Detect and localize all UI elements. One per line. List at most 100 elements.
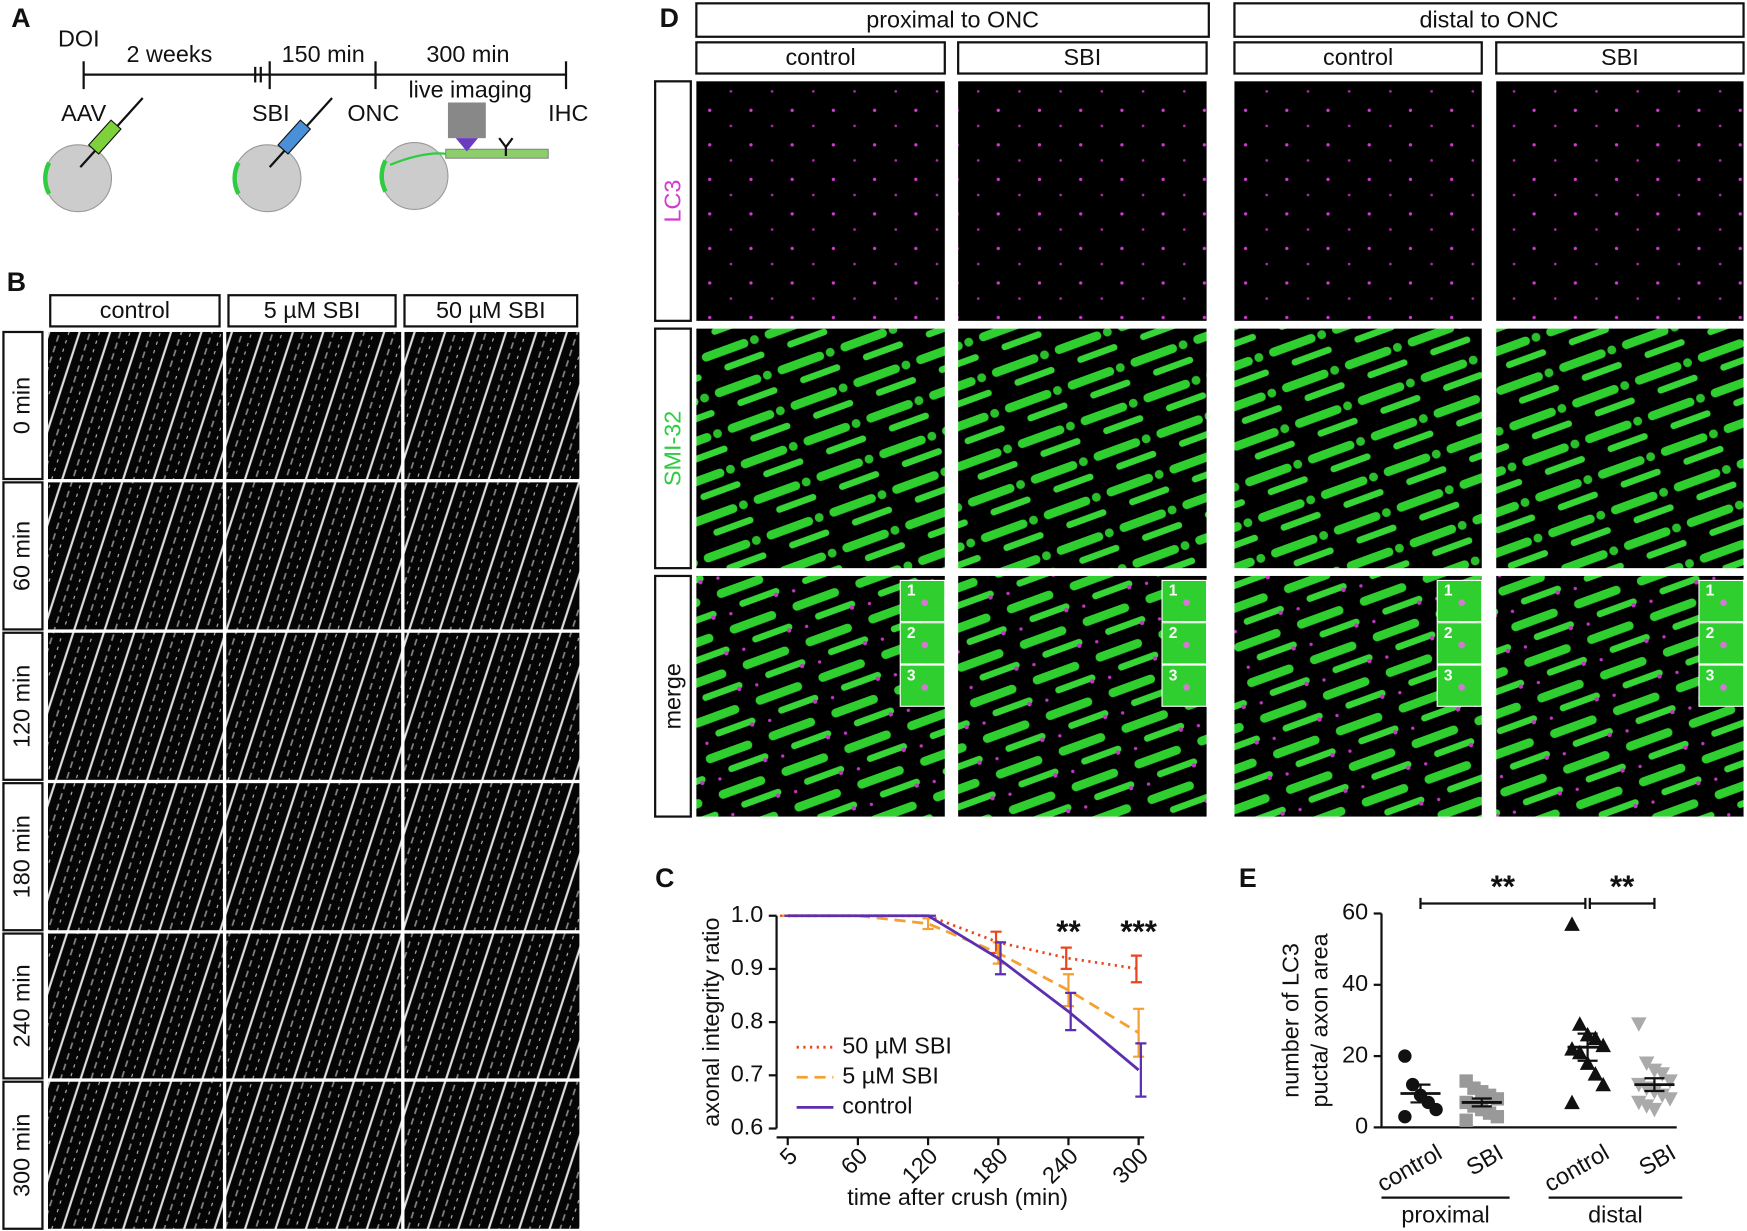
inset-label: 3 [1444, 667, 1453, 684]
point [1429, 1102, 1443, 1117]
significance: ** [1056, 914, 1081, 949]
significance-bracket [1588, 897, 1656, 910]
label-box [1233, 2, 1745, 38]
row-label: 240 min [9, 964, 35, 1047]
y-tick-label: 0.8 [731, 1007, 764, 1033]
inset-dot [1458, 599, 1466, 607]
timeline-label: 2 weeks [127, 41, 213, 67]
inset-label: 1 [907, 583, 916, 600]
inset-dot [921, 684, 929, 691]
label-box [227, 294, 397, 328]
micrograph [48, 933, 223, 1079]
micrograph [1496, 81, 1744, 321]
legend-label: 50 µM SBI [842, 1032, 952, 1058]
label-box [957, 41, 1208, 75]
inset [1436, 579, 1483, 623]
micrograph [48, 331, 223, 480]
error-bar [1065, 991, 1077, 1032]
point [1631, 1017, 1647, 1032]
label-box [1233, 41, 1483, 75]
timeline-label: 150 min [282, 41, 365, 67]
inset-label: 2 [1169, 625, 1178, 642]
inset-dot [921, 599, 929, 607]
error-bar [1062, 973, 1075, 1008]
label-box [2, 481, 44, 631]
x-tick-label: 180 [967, 1143, 1013, 1189]
error-bar [1060, 946, 1072, 971]
micrograph [958, 328, 1207, 569]
x-tick-label: SBI [1462, 1139, 1508, 1180]
timeline-label: IHC [548, 100, 588, 126]
point [1587, 1030, 1604, 1045]
point [1571, 1044, 1588, 1060]
point [1564, 1094, 1580, 1110]
point [1579, 1055, 1596, 1070]
label-box [1495, 41, 1745, 75]
micrograph [48, 1081, 223, 1229]
error-bar [922, 917, 934, 931]
significance-bracket [1419, 897, 1587, 910]
x-tick-label: 300 [1107, 1143, 1153, 1189]
row-label: 0 min [9, 377, 35, 434]
point [1587, 1066, 1604, 1081]
timeline-label: 300 min [426, 41, 509, 67]
row-label: 120 min [9, 665, 35, 748]
x-tick-label: 60 [836, 1143, 873, 1180]
error-bar [1471, 1097, 1492, 1108]
significance: ** [1610, 869, 1635, 904]
inset-label: 1 [1444, 583, 1453, 600]
inset-label: 3 [1706, 667, 1715, 684]
y-tick-label: 60 [1342, 899, 1368, 925]
inset-dot [1458, 641, 1466, 649]
point [1662, 1074, 1678, 1089]
panel-letter: C [655, 863, 674, 893]
series-line [787, 914, 1140, 1034]
y-tick-label: 0 [1355, 1113, 1368, 1139]
micrograph [696, 81, 945, 321]
micrograph [1234, 81, 1482, 321]
point [1398, 1110, 1412, 1124]
row-label: LC3 [659, 180, 685, 223]
row-label: SMI-32 [659, 411, 685, 486]
point [1662, 1092, 1678, 1107]
label-box [654, 80, 692, 322]
inset-dot [1183, 599, 1190, 607]
x-axis-label: time after crush (min) [847, 1184, 1068, 1210]
micrograph [404, 933, 580, 1079]
column-label: SBI [1064, 44, 1102, 70]
row-label: 180 min [9, 815, 35, 898]
inset-dot [921, 641, 929, 649]
inset-dot [1183, 684, 1190, 691]
group-label: proximal to ONC [866, 6, 1039, 32]
label-box [695, 41, 946, 75]
micrograph [404, 331, 580, 480]
inset [1436, 664, 1483, 707]
timeline-label: live imaging [409, 77, 532, 103]
label-box [403, 294, 579, 328]
y-tick-label: 0.7 [731, 1060, 764, 1086]
micrograph [226, 632, 402, 780]
timeline-label: SBI [252, 100, 290, 126]
micrograph [48, 632, 223, 780]
point [1398, 1049, 1412, 1063]
micrograph [404, 632, 580, 780]
x-tick-label: control [1372, 1139, 1446, 1197]
y-axis-label: axonal integrity ratio [698, 918, 724, 1127]
point [1646, 1102, 1663, 1118]
point [1564, 916, 1580, 931]
point [1459, 1113, 1473, 1127]
point [1595, 1076, 1611, 1092]
label-box [2, 1080, 44, 1230]
micrograph [226, 331, 402, 480]
y-tick-label: 20 [1342, 1041, 1368, 1067]
label-box [654, 574, 692, 818]
x-tick-label: 120 [897, 1143, 943, 1189]
error-bar [994, 941, 1007, 976]
micrograph [404, 783, 580, 931]
column-label: SBI [1601, 44, 1639, 70]
y-axis-label: number of LC3 [1278, 943, 1304, 1098]
inset-dot [1720, 641, 1727, 649]
inset-dot [1720, 599, 1727, 607]
group-label: distal [1588, 1202, 1643, 1228]
